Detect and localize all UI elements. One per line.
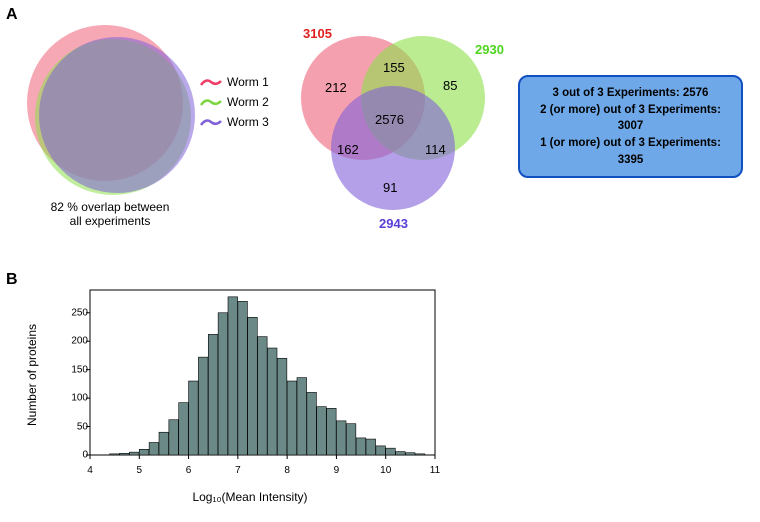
hist-ytick: 50 <box>60 421 88 432</box>
venn-total: 2930 <box>475 42 504 57</box>
venn-region-value: 2576 <box>375 112 404 127</box>
panel-a: A 82 % overlap betweenall experiments Wo… <box>0 0 760 260</box>
histogram: 4 5 6 7 8 9 10 11 0 50 100 150 200 250 <box>60 285 440 485</box>
legend: Worm 1 Worm 2 Worm 3 <box>200 75 269 135</box>
venn-region-value: 114 <box>425 142 446 157</box>
hist-xtick: 11 <box>430 465 440 476</box>
legend-label: Worm 1 <box>227 75 269 89</box>
venn-right: 3105 2930 2943 212 155 85 2576 162 114 91 <box>275 20 505 230</box>
legend-row: Worm 3 <box>200 115 269 129</box>
hist-ytick: 0 <box>60 450 88 461</box>
hist-xtick: 5 <box>137 465 143 476</box>
hist-xlabel: Log₁₀(Mean Intensity) <box>192 490 307 504</box>
summary-line: 3 out of 3 Experiments: 2576 <box>528 85 733 102</box>
hist-xtick: 7 <box>235 465 241 476</box>
summary-line: 1 (or more) out of 3 Experiments: 3395 <box>528 135 733 168</box>
hist-ytick: 200 <box>60 336 88 347</box>
venn-region-value: 162 <box>337 142 359 157</box>
hist-xtick: 9 <box>334 465 340 476</box>
summary-line: 2 (or more) out of 3 Experiments: 3007 <box>528 102 733 135</box>
hist-ylabel: Number of proteins <box>25 324 39 426</box>
legend-label: Worm 3 <box>227 115 269 129</box>
venn-region-value: 155 <box>383 60 405 75</box>
legend-row: Worm 1 <box>200 75 269 89</box>
venn-region-value: 85 <box>443 78 457 93</box>
hist-ytick: 250 <box>60 307 88 318</box>
venn-total: 2943 <box>379 216 408 231</box>
hist-xtick: 8 <box>284 465 290 476</box>
venn-region-value: 91 <box>383 180 397 195</box>
panel-a-label: A <box>6 6 18 24</box>
hist-ytick: 100 <box>60 393 88 404</box>
hist-xtick: 10 <box>380 465 391 476</box>
legend-label: Worm 2 <box>227 95 269 109</box>
hist-xtick: 6 <box>186 465 192 476</box>
venn-total: 3105 <box>303 26 332 41</box>
panel-b: B Number of proteins 4567891011050100150… <box>0 275 470 515</box>
legend-row: Worm 2 <box>200 95 269 109</box>
summary-box: 3 out of 3 Experiments: 25762 (or more) … <box>518 75 743 178</box>
venn-left-caption: 82 % overlap betweenall experiments <box>30 200 190 228</box>
histogram-svg <box>60 285 440 485</box>
venn-left <box>25 25 195 195</box>
venn-region-value: 212 <box>325 80 347 95</box>
panel-b-label: B <box>6 271 18 289</box>
hist-ytick: 150 <box>60 364 88 375</box>
hist-xtick: 4 <box>87 465 93 476</box>
